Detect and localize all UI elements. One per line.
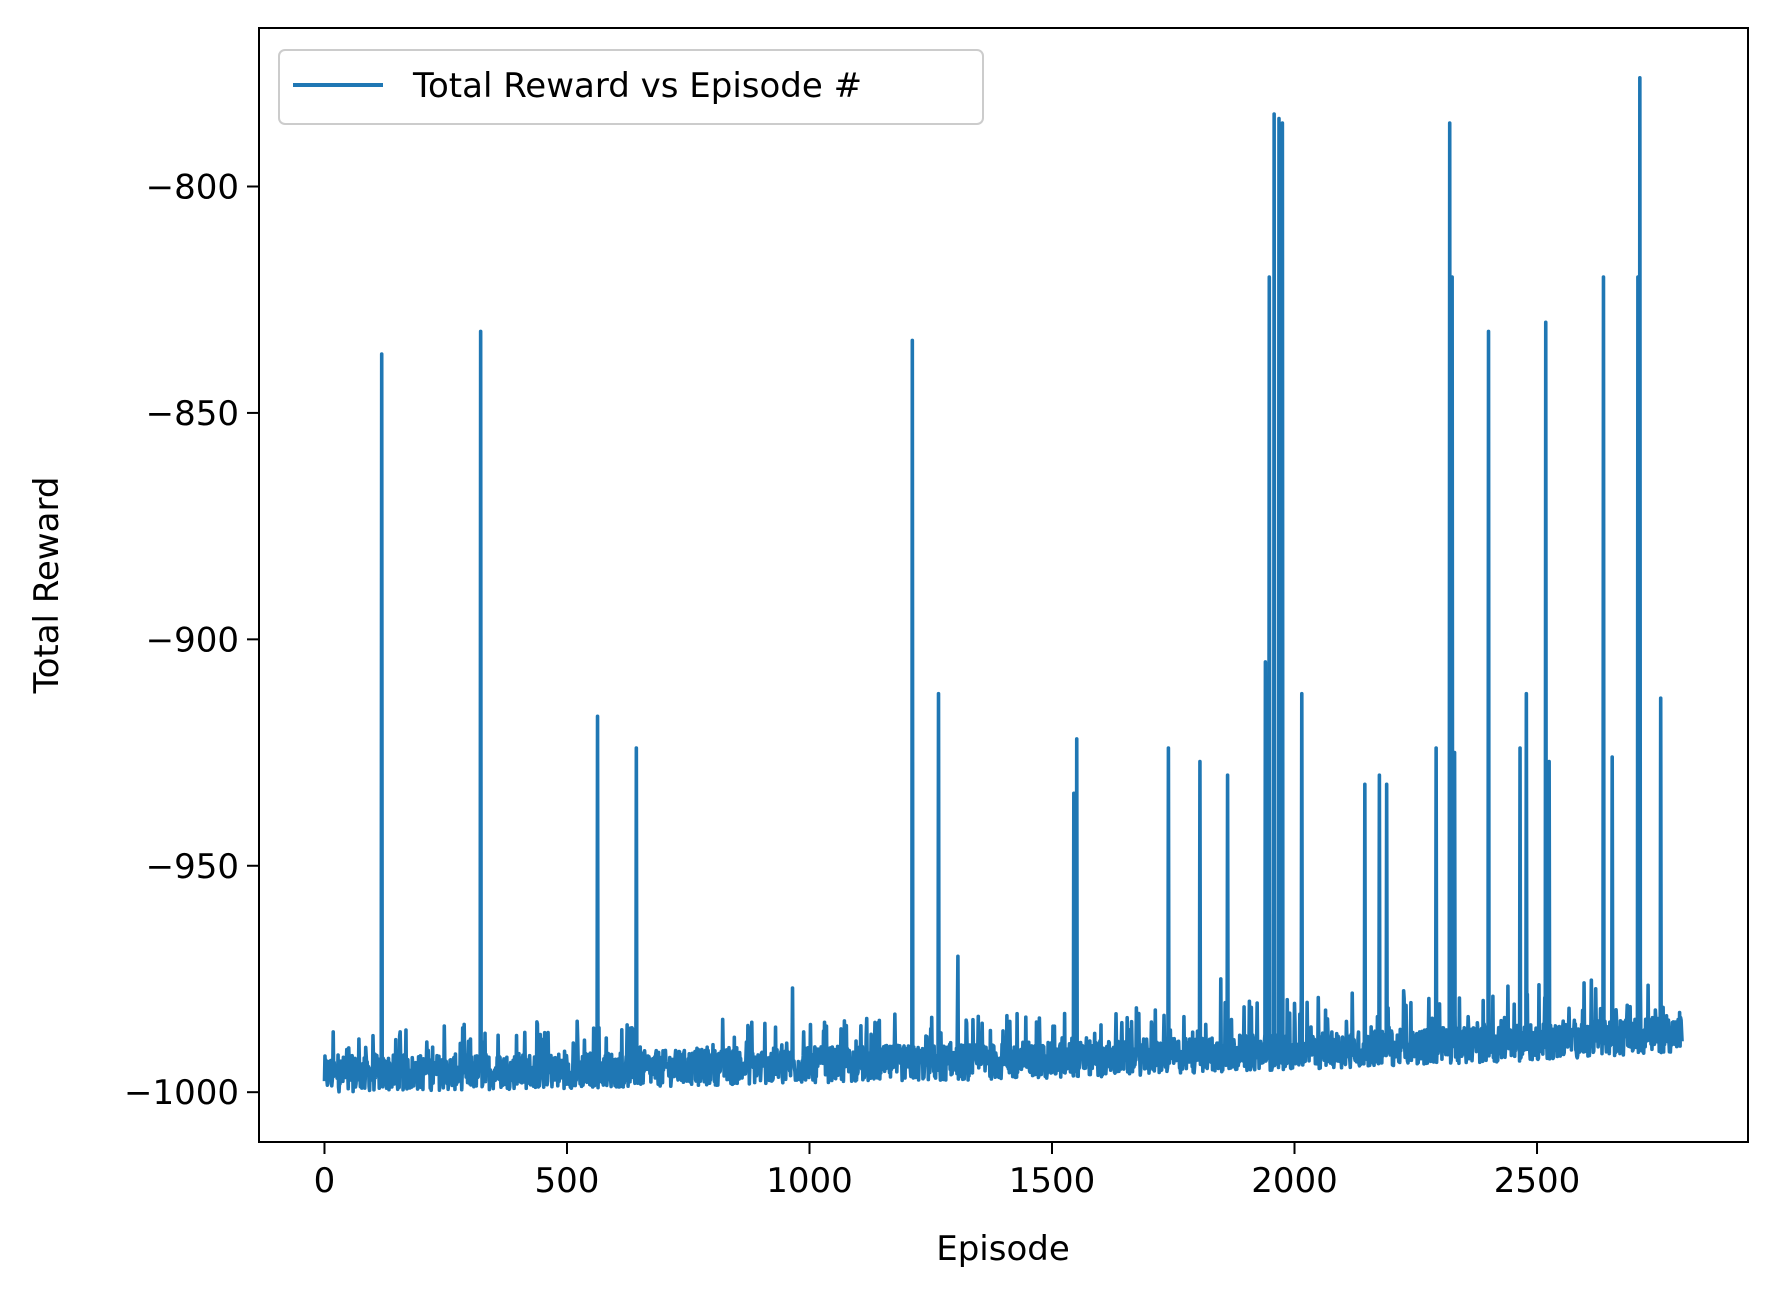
x-axis: 0 500 1000 1500 2000 2500 [314,1142,1581,1201]
legend-label: Total Reward vs Episode # [412,66,862,106]
x-tick-label: 0 [314,1161,336,1201]
x-tick-label: 2000 [1251,1161,1338,1201]
y-tick-label: −850 [146,394,239,434]
y-tick-label: −800 [146,167,239,207]
y-tick-label: −1000 [124,1073,239,1113]
series-layer [322,76,1684,1094]
x-tick-label: 500 [535,1161,600,1201]
plot-area [259,28,1748,1142]
x-tick-label: 1000 [766,1161,853,1201]
y-axis-label: Total Reward [27,477,67,695]
x-tick-label: 2500 [1494,1161,1581,1201]
series-line-total-reward [322,76,1684,1094]
x-axis-label: Episode [936,1229,1070,1269]
legend-box [278,49,984,125]
y-tick-label: −900 [146,620,239,660]
axes-frame [258,27,1749,1143]
x-tick-label: 1500 [1009,1161,1096,1201]
y-tick-label: −950 [146,847,239,887]
legend: Total Reward vs Episode # [278,49,984,125]
y-axis: −1000 −950 −900 −850 −800 [124,167,259,1113]
